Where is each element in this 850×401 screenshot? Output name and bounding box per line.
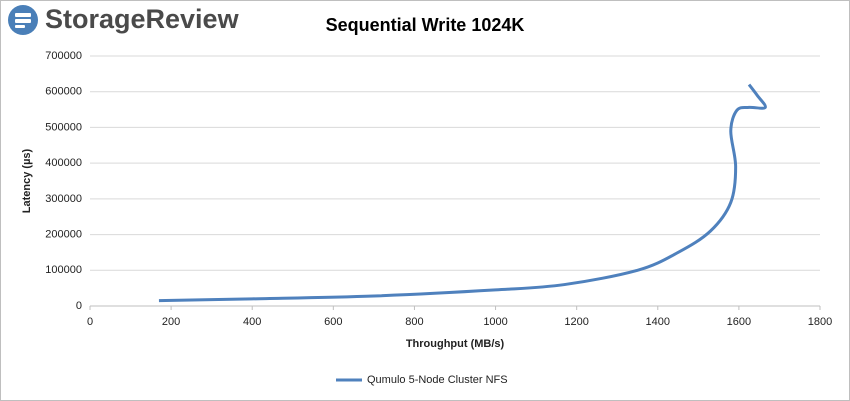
x-tick-label: 1200 (564, 316, 588, 328)
x-axis-label: Throughput (MB/s) (406, 338, 505, 350)
x-tick-label: 1600 (727, 316, 751, 328)
y-tick-label: 500000 (45, 121, 82, 133)
logo-icon (8, 5, 38, 35)
x-tick-label: 1400 (646, 316, 670, 328)
y-axis-label: Latency (µs) (21, 148, 33, 213)
y-tick-label: 200000 (45, 228, 82, 240)
chart-title: Sequential Write 1024K (326, 15, 525, 35)
x-tick-label: 800 (405, 316, 423, 328)
x-tick-label: 1800 (808, 316, 832, 328)
x-tick-label: 1000 (483, 316, 507, 328)
x-tick-label: 200 (162, 316, 180, 328)
y-tick-label: 400000 (45, 157, 82, 169)
x-tick-label: 0 (87, 316, 93, 328)
y-tick-label: 600000 (45, 86, 82, 98)
legend-label: Qumulo 5-Node Cluster NFS (367, 374, 508, 386)
x-tick-label: 400 (243, 316, 261, 328)
logo: StorageReview (45, 4, 240, 34)
series-line (158, 83, 767, 303)
x-tick-label: 600 (324, 316, 342, 328)
y-tick-label: 0 (76, 300, 82, 312)
y-tick-label: 100000 (45, 264, 82, 276)
y-tick-label: 700000 (45, 50, 82, 62)
y-tick-label: 300000 (45, 193, 82, 205)
